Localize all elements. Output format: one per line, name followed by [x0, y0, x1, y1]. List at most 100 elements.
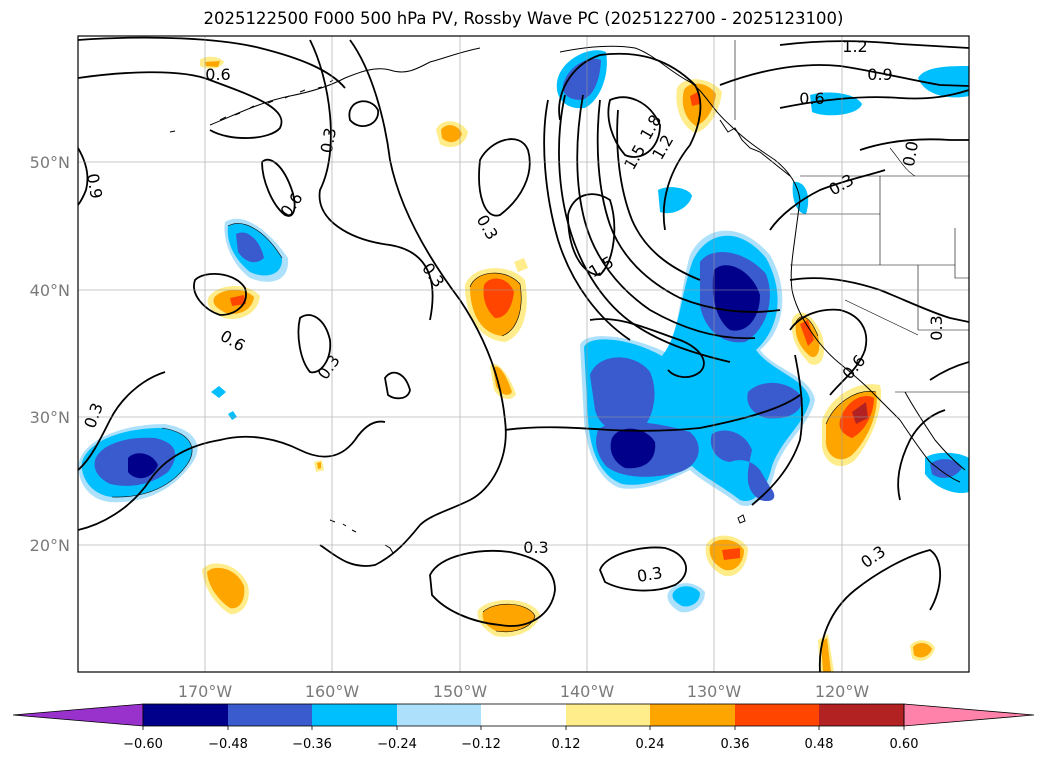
- colorbar-tick: −0.24: [377, 737, 417, 752]
- neg-anomaly-se-core: [930, 459, 962, 478]
- pos-anomaly-168w-red: [230, 295, 246, 306]
- pos-anomaly-alaska-red: [690, 92, 700, 106]
- colorbar-bin: [228, 704, 312, 726]
- island-hawaii-2: [384, 544, 394, 554]
- longitude-labels: 170°W 160°W 150°W 140°W 130°W 120°W: [178, 682, 870, 701]
- colorbar-bin: [143, 704, 228, 726]
- lon-label-130w: 130°W: [687, 682, 742, 701]
- coastline-gulf-california: [904, 391, 966, 471]
- lat-label-20n: 20°N: [30, 536, 70, 555]
- map-frame: [77, 35, 970, 673]
- neg-anomaly-west-core: [128, 453, 158, 479]
- lat-label-30n: 30°N: [30, 408, 70, 427]
- coastline-aleutians-2: [169, 79, 334, 133]
- colorbar-extend-high: [903, 703, 1035, 727]
- pos-anomaly-cal-red: [800, 320, 814, 346]
- lon-label-140w: 140°W: [560, 682, 615, 701]
- pos-anomaly-nw-small-core: [205, 61, 220, 67]
- lon-label-160w: 160°W: [305, 682, 360, 701]
- colorbar-tick: 0.48: [805, 737, 834, 752]
- coastlines: [169, 45, 966, 554]
- contour-pv-wave-2: [558, 94, 731, 363]
- contour-label: 0.9: [867, 65, 892, 84]
- lat-label-40n: 40°N: [30, 281, 70, 300]
- neg-anomaly-east-mid-1: [590, 357, 655, 435]
- contour-03-coast-3: [929, 361, 969, 381]
- neg-anomaly-bc-small: [792, 181, 809, 214]
- contour-03-central: [349, 39, 506, 421]
- colorbar-tick: 0.12: [552, 737, 581, 752]
- colorbar-bin: [819, 704, 904, 726]
- contour-label: 0.3: [636, 563, 664, 586]
- contour-ring-6: [384, 371, 411, 400]
- contour-06-ne: [779, 89, 969, 109]
- contour-label: 0.9: [83, 172, 106, 200]
- contour-pv-inner: [567, 193, 616, 276]
- contour-09-left: [78, 147, 89, 206]
- colorbar-bin: [650, 704, 735, 726]
- lon-label-170w: 170°W: [178, 682, 233, 701]
- pos-anomaly-170w-south-core: [207, 567, 245, 609]
- lon-label-120w: 120°W: [815, 682, 870, 701]
- contour-ring-3: [261, 158, 296, 217]
- contour-03-east-2: [504, 394, 801, 432]
- coastline-aleutians-1: [219, 95, 290, 121]
- colorbar-bin: [397, 704, 481, 726]
- coastline-alaska-peninsula: [209, 47, 481, 126]
- contour-ring-2: [478, 138, 531, 217]
- figure-title: 2025122500 F000 500 hPa PV, Rossby Wave …: [203, 9, 844, 28]
- contour-label: 0.3: [927, 315, 946, 340]
- pos-anomaly-se-strip-core: [821, 638, 831, 672]
- contour-pv-wave-4: [596, 99, 781, 313]
- neg-anomaly-east-core-1: [712, 265, 760, 331]
- border-bc-ab: [889, 147, 916, 177]
- latitude-labels: 50°N 40°N 30°N 20°N: [30, 153, 70, 555]
- colorbar-bin: [566, 704, 650, 726]
- contour-label: 0.0: [899, 140, 922, 168]
- contour-03-sw-2: [78, 371, 166, 471]
- contour-03-se: [818, 549, 942, 672]
- island-mexico: [737, 514, 746, 524]
- contour-03-coast: [769, 169, 886, 231]
- anomaly-fills: [78, 50, 969, 672]
- coastline-pnw: [790, 199, 811, 331]
- contour-label: 1.2: [842, 37, 867, 56]
- colorbar-extend-low: [12, 703, 144, 727]
- pos-anomaly-147w-small: [514, 258, 528, 272]
- colorbar-tick: −0.36: [292, 737, 332, 752]
- contour-ring-1: [348, 100, 379, 127]
- contour-nw-06: [78, 71, 283, 139]
- neg-anomaly-alaska-core: [562, 58, 601, 100]
- coastline-baja: [899, 419, 961, 483]
- colorbar-tick: −0.48: [208, 737, 248, 752]
- lat-label-50n: 50°N: [30, 153, 70, 172]
- contour-ring-4: [193, 273, 247, 316]
- contour-label: 0.6: [799, 89, 824, 108]
- coastline-bc: [719, 119, 791, 177]
- contour-0-ne: [859, 138, 969, 151]
- colorbar-tick: 0.60: [890, 737, 919, 752]
- contour-03-sw: [78, 420, 386, 531]
- neg-anomaly-south-core: [672, 586, 700, 607]
- border-state-7: [844, 299, 919, 336]
- colorbar-bin: [735, 704, 819, 726]
- contour-label: 0.6: [205, 65, 230, 84]
- pos-anomaly-146w-strip-core: [493, 366, 512, 395]
- contour-03-east-3: [751, 354, 803, 506]
- pv-contours: [78, 36, 969, 672]
- pos-anomaly-160w-tiny-core: [317, 462, 321, 469]
- pos-anomaly-147w-red: [483, 278, 514, 318]
- pos-anomaly-128w-red: [722, 548, 740, 560]
- coastline-california: [809, 329, 901, 421]
- gridlines: [78, 36, 969, 672]
- contour-alaska-big: [558, 52, 702, 231]
- colorbar-bin: [312, 704, 397, 726]
- pos-anomaly-alaska-core: [682, 83, 716, 126]
- neg-anomaly-158w-core: [236, 232, 264, 263]
- coastline-alaska-gulf: [559, 45, 801, 201]
- contour-ring-5: [297, 314, 332, 374]
- contour-label: 0.3: [523, 538, 548, 557]
- borders: [734, 40, 969, 393]
- island-hawaii-1: [329, 519, 357, 533]
